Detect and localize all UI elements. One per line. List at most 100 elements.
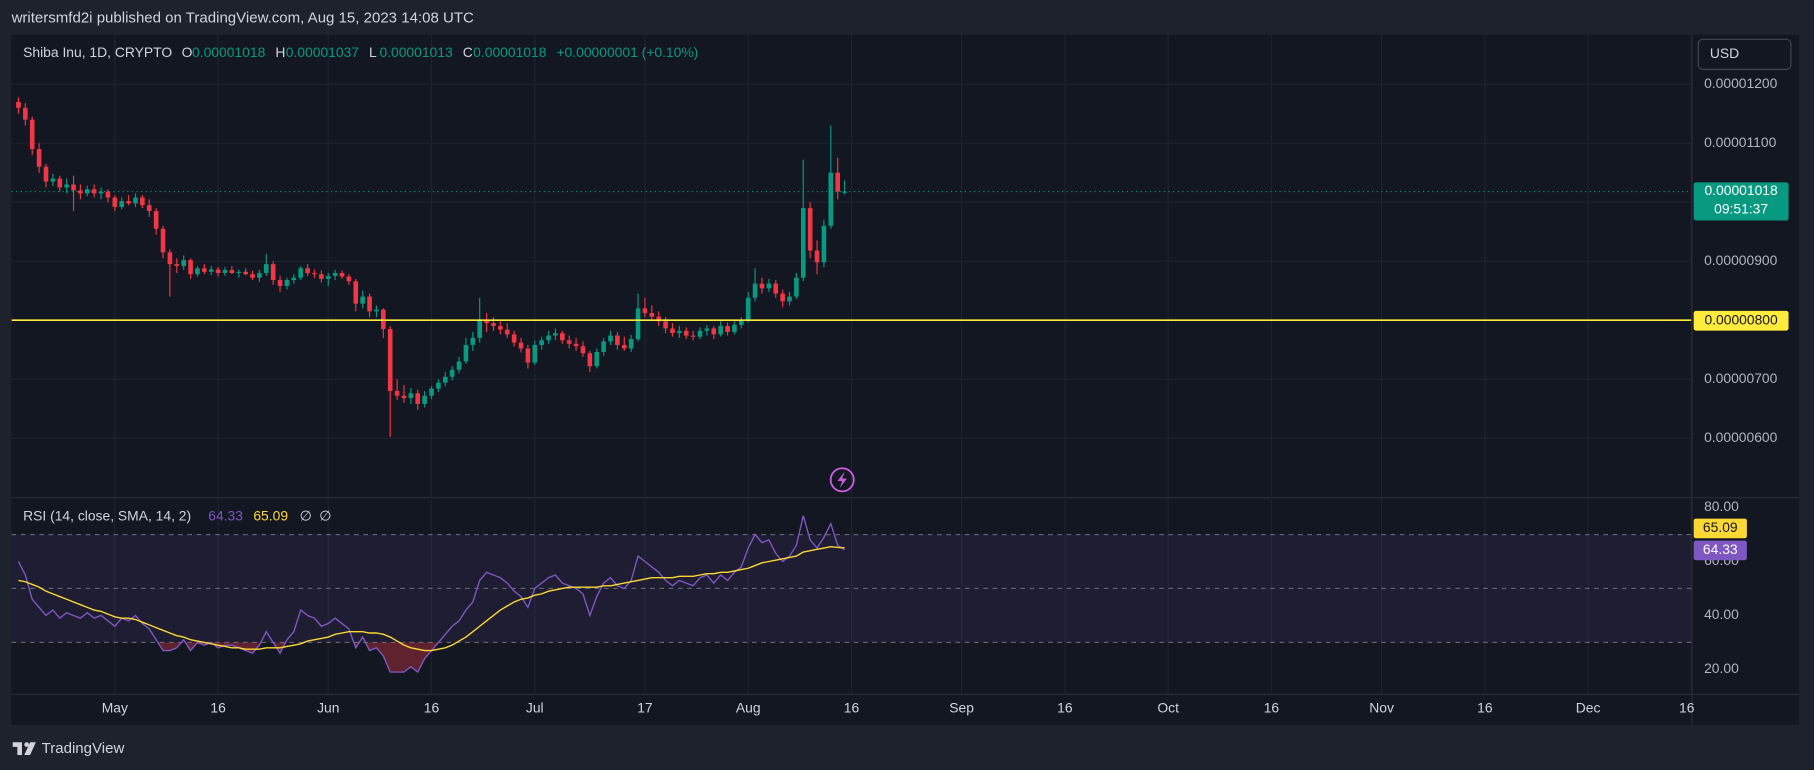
countdown: 09:51:37: [1714, 201, 1768, 217]
candle-body: [284, 280, 290, 286]
candle-body: [174, 264, 180, 266]
candle-body: [229, 270, 235, 273]
x-tick-label: Jul: [526, 699, 544, 715]
candle-body: [16, 101, 21, 108]
candle-body: [677, 330, 682, 334]
indicator-value: 65.09: [253, 507, 288, 523]
x-tick-label: Sep: [949, 699, 974, 715]
ohlc-value: 0.00001037: [286, 44, 360, 60]
candle-body: [732, 324, 737, 332]
candle-body: [64, 184, 69, 188]
candle-body: [160, 228, 166, 253]
candle-body: [250, 274, 255, 278]
x-tick-label: Dec: [1576, 699, 1601, 715]
candle-body: [71, 184, 76, 191]
candle-body: [319, 274, 324, 279]
candle-body: [367, 296, 372, 312]
candle-body: [291, 277, 297, 281]
candle-body: [105, 191, 111, 198]
x-tick-label: 16: [1679, 699, 1695, 715]
candle-body: [525, 348, 531, 363]
candle-body: [814, 250, 820, 263]
candle-body: [477, 320, 483, 338]
candle-body: [236, 271, 242, 273]
indicator-label-box: [1693, 540, 1747, 561]
candle-body: [98, 191, 104, 194]
candle-body: [153, 211, 159, 229]
y-tick-label: 0.00001200: [1704, 75, 1778, 91]
candle-body: [780, 293, 785, 302]
candle-body: [635, 308, 641, 340]
candle-body: [828, 172, 834, 226]
oversold-fill: [18, 642, 845, 673]
candle-body: [491, 323, 496, 327]
rsi-tick-label: 80.00: [1704, 498, 1739, 514]
candle-body: [759, 283, 765, 289]
candle-body: [436, 382, 441, 389]
x-tick-label: Jun: [317, 699, 339, 715]
candle-body: [50, 178, 56, 182]
candle-body: [78, 190, 83, 194]
candle-body: [621, 344, 627, 349]
candle-body: [84, 189, 90, 194]
candle-body: [690, 335, 696, 337]
x-tick-label: 16: [844, 699, 860, 715]
candle-body: [511, 334, 517, 343]
candle-body: [766, 283, 772, 289]
candle-body: [628, 339, 634, 349]
ohlc-key: H: [275, 44, 285, 60]
candle-body: [587, 353, 593, 367]
candle-body: [560, 333, 565, 341]
candle-body: [387, 329, 393, 391]
x-tick-label: Aug: [736, 699, 761, 715]
currency-button[interactable]: [1697, 38, 1792, 70]
alert-icon[interactable]: [829, 467, 855, 493]
candle-body: [339, 272, 345, 277]
x-tick-label: 16: [1264, 699, 1280, 715]
candle-body: [484, 320, 489, 324]
candle-body: [57, 178, 63, 188]
candle-body: [794, 277, 799, 297]
x-tick-label: Nov: [1369, 699, 1394, 715]
candle-body: [752, 283, 758, 298]
candle-body: [146, 205, 152, 212]
candle-body: [670, 328, 675, 334]
candle-body: [649, 313, 655, 317]
symbol: Shiba Inu, 1D, CRYPTO: [23, 44, 172, 60]
candle-body: [188, 260, 193, 275]
y-tick-label: 0.00000600: [1704, 429, 1778, 445]
candle-body: [126, 201, 131, 204]
candle-body: [470, 337, 476, 345]
candle-body: [663, 321, 668, 329]
candle-body: [601, 341, 606, 353]
hline-label-box: [1693, 310, 1789, 331]
currency[interactable]: USD: [1710, 45, 1739, 61]
x-tick-label: 16: [210, 699, 226, 715]
candle-body: [697, 330, 703, 337]
candle-body: [594, 352, 600, 367]
indicator-label-box: [1693, 518, 1747, 539]
x-tick-label: 16: [1057, 699, 1073, 715]
candle-body: [133, 197, 138, 204]
indicator-label: 64.33: [1703, 541, 1738, 557]
candle-body: [305, 268, 310, 273]
candle-body: [807, 208, 813, 251]
candle-body: [422, 395, 427, 404]
candle-body: [725, 326, 730, 332]
ohlc-value: 0.00001013: [379, 44, 453, 60]
indicator-label: 65.09: [1703, 519, 1738, 535]
candle-body: [718, 326, 723, 335]
x-tick-label: 17: [637, 699, 653, 715]
ohlc-key: C: [463, 44, 473, 60]
candle-body: [353, 281, 359, 304]
candle-body: [449, 369, 455, 377]
candle-body: [773, 283, 779, 294]
ohlc-value: 0.00001018: [192, 44, 266, 60]
candle-body: [711, 328, 717, 335]
candle-body: [23, 107, 28, 120]
candle-body: [243, 271, 248, 275]
candle-body: [195, 268, 200, 275]
candle-body: [415, 393, 421, 404]
